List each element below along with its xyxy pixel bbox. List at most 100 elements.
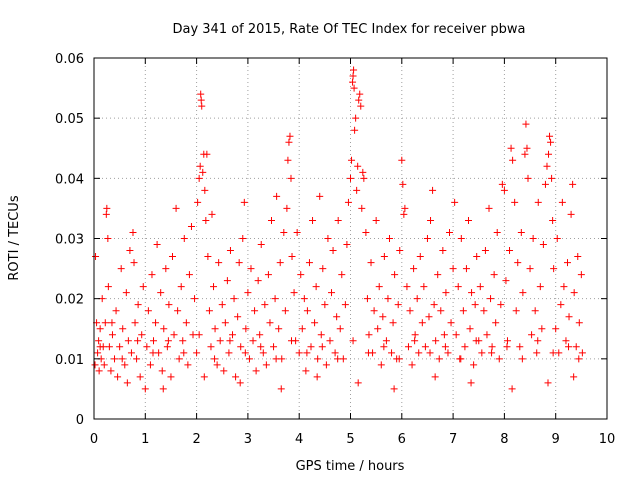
data-point <box>449 265 457 273</box>
data-point <box>480 307 488 315</box>
data-point <box>270 343 278 351</box>
data-point <box>196 162 204 170</box>
data-point <box>435 355 443 363</box>
data-point <box>225 349 233 357</box>
data-point <box>264 271 272 279</box>
data-point <box>512 307 520 315</box>
data-point <box>509 156 517 164</box>
data-point <box>495 355 503 363</box>
data-point <box>487 295 495 303</box>
data-point <box>493 228 501 236</box>
data-point <box>395 355 403 363</box>
data-point <box>550 265 558 273</box>
data-point <box>122 289 130 297</box>
data-point <box>221 319 229 327</box>
data-point <box>189 331 197 339</box>
data-point <box>302 367 310 375</box>
data-point <box>130 259 138 267</box>
data-point <box>377 361 385 369</box>
data-point <box>357 102 365 110</box>
data-point <box>197 96 205 104</box>
data-point <box>207 343 215 351</box>
data-point <box>399 180 407 188</box>
data-point <box>234 313 242 321</box>
data-point <box>396 247 404 255</box>
data-point <box>311 319 319 327</box>
data-point <box>523 144 531 152</box>
data-point <box>372 216 380 224</box>
data-point <box>94 349 102 357</box>
data-point <box>488 343 496 351</box>
data-point <box>570 289 578 297</box>
data-point <box>416 253 424 261</box>
data-point <box>177 283 185 291</box>
data-point <box>473 253 481 261</box>
data-point <box>420 283 428 291</box>
data-point <box>167 373 175 381</box>
data-point <box>334 355 342 363</box>
data-point <box>108 319 116 327</box>
data-point <box>452 331 460 339</box>
data-point <box>374 325 382 333</box>
y-tick-label: 0.06 <box>55 52 84 67</box>
data-point <box>134 301 142 309</box>
data-point <box>321 301 329 309</box>
data-point <box>503 343 511 351</box>
data-point <box>360 174 368 182</box>
data-point <box>257 241 265 249</box>
data-point <box>143 343 151 351</box>
data-point <box>347 174 354 182</box>
data-point <box>290 289 298 297</box>
data-point <box>287 174 295 182</box>
data-point <box>262 361 270 369</box>
data-point <box>370 307 378 315</box>
data-point <box>558 198 566 206</box>
data-point <box>408 361 416 369</box>
data-point <box>354 162 362 170</box>
data-point <box>119 325 127 333</box>
data-point <box>276 259 284 267</box>
data-point <box>529 235 537 242</box>
data-point <box>506 247 514 255</box>
x-tick-label: 8 <box>500 432 508 447</box>
data-point <box>249 337 257 345</box>
data-point <box>569 180 577 188</box>
data-point <box>382 337 390 345</box>
data-point <box>507 144 515 152</box>
data-point <box>152 319 160 327</box>
data-point <box>257 343 265 351</box>
data-point <box>281 307 289 315</box>
data-point <box>394 301 402 309</box>
data-point <box>358 204 366 212</box>
data-point <box>108 331 116 339</box>
data-point <box>521 150 529 158</box>
y-tick-label: 0.01 <box>55 353 84 368</box>
data-point <box>285 138 293 146</box>
data-point <box>503 337 511 345</box>
data-point <box>517 228 525 236</box>
y-axis-label: ROTI / TECUs <box>7 195 22 280</box>
data-point <box>200 373 208 381</box>
data-point <box>464 216 472 224</box>
data-point <box>96 325 104 333</box>
x-tick-label: 5 <box>346 432 354 447</box>
data-point <box>326 337 334 345</box>
data-point <box>195 331 203 339</box>
data-point <box>191 295 199 303</box>
data-point <box>380 253 388 261</box>
data-point <box>199 168 207 176</box>
data-point <box>353 186 361 194</box>
data-point <box>331 349 339 357</box>
data-point <box>245 355 253 363</box>
x-tick-label: 9 <box>552 432 560 447</box>
data-point <box>273 192 281 200</box>
data-point <box>418 319 426 327</box>
data-point <box>379 313 387 321</box>
data-point <box>429 186 437 194</box>
data-point <box>305 259 313 267</box>
data-point <box>547 138 555 146</box>
data-point <box>159 385 167 393</box>
data-point <box>389 319 397 327</box>
data-point <box>577 271 585 279</box>
data-point <box>385 235 393 242</box>
